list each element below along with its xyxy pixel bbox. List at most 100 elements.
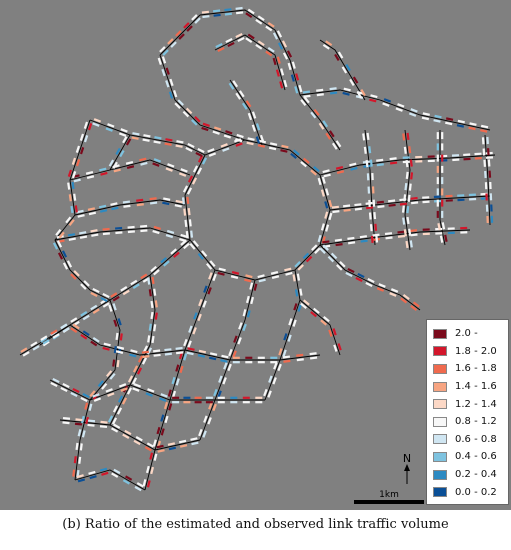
link-ratio-marker — [363, 146, 367, 154]
link-ratio-marker — [213, 9, 221, 13]
link-ratio-marker — [90, 291, 98, 298]
link-ratio-marker — [60, 323, 68, 329]
link-ratio-marker — [409, 159, 413, 167]
legend-label: 1.4 - 1.6 — [455, 381, 497, 393]
link-ratio-marker — [115, 147, 121, 155]
link-ratio-marker — [108, 304, 113, 312]
link-ratio-marker — [148, 289, 152, 297]
legend-item: 0.4 - 0.6 — [433, 448, 504, 466]
link-ratio-marker — [292, 319, 297, 327]
link-ratio-marker — [324, 211, 329, 219]
link-ratio-marker — [330, 252, 338, 260]
link-ratio-marker — [405, 171, 409, 179]
link-ratio-marker — [205, 401, 213, 404]
link-ratio-marker — [236, 133, 244, 139]
link-ratio-marker — [131, 136, 139, 140]
link-ratio-marker — [325, 224, 330, 232]
link-ratio-marker — [86, 175, 95, 180]
link-ratio-marker — [127, 225, 135, 229]
network-link — [484, 134, 491, 226]
link-ratio-marker — [208, 272, 213, 280]
link-ratio-marker — [328, 199, 333, 208]
link-ratio-marker — [184, 219, 188, 227]
link-ratio-marker — [427, 159, 435, 163]
link-ratio-marker — [323, 173, 331, 178]
link-ratio-marker — [70, 317, 78, 323]
link-ratio-marker — [323, 316, 330, 323]
link-ratio-marker — [441, 210, 444, 218]
link-ratio-marker — [165, 67, 170, 75]
link-ratio-marker — [371, 186, 375, 194]
link-ratio-marker — [436, 165, 439, 173]
link-ratio-marker — [253, 283, 258, 291]
link-ratio-marker — [154, 312, 158, 320]
link-ratio-marker — [405, 159, 409, 168]
link-ratio-marker — [335, 140, 342, 148]
link-ratio-marker — [203, 285, 208, 293]
link-ratio-marker — [237, 36, 245, 43]
link-ratio-marker — [157, 57, 162, 65]
link-ratio-marker — [293, 303, 298, 311]
link-ratio-marker — [202, 15, 210, 19]
link-ratio-marker — [154, 300, 158, 308]
link-ratio-marker — [132, 283, 140, 289]
link-ratio-marker — [267, 390, 272, 398]
link-ratio-marker — [113, 319, 118, 327]
link-ratio-marker — [73, 270, 80, 277]
link-ratio-marker — [179, 444, 188, 448]
link-ratio-marker — [245, 12, 253, 19]
link-ratio-marker — [445, 194, 453, 198]
link-ratio-marker — [290, 152, 297, 159]
link-ratio-marker — [182, 110, 190, 118]
link-ratio-marker — [410, 196, 418, 200]
link-ratio-marker — [283, 79, 288, 88]
link-ratio-marker — [167, 389, 172, 397]
link-ratio-marker — [173, 90, 178, 98]
link-ratio-marker — [321, 176, 326, 184]
link-ratio-marker — [447, 227, 455, 230]
link-ratio-marker — [132, 387, 140, 392]
link-ratio-marker — [201, 126, 209, 132]
legend-label: 1.2 - 1.4 — [455, 398, 497, 410]
link-ratio-marker — [197, 253, 204, 260]
link-ratio-marker — [282, 52, 289, 60]
link-ratio-marker — [193, 312, 198, 320]
link-ratio-marker — [185, 107, 193, 115]
link-ratio-marker — [369, 159, 373, 167]
link-ratio-marker — [167, 163, 175, 168]
link-ratio-marker — [106, 370, 113, 377]
link-ratio-marker — [292, 274, 296, 282]
link-ratio-marker — [302, 90, 311, 94]
link-ratio-marker — [272, 32, 279, 40]
link-ratio-marker — [366, 173, 370, 181]
link-ratio-marker — [202, 122, 210, 127]
link-ratio-marker — [230, 396, 238, 399]
link-ratio-marker — [92, 122, 100, 127]
link-ratio-marker — [365, 159, 369, 168]
link-ratio-marker — [217, 396, 225, 399]
link-ratio-marker — [209, 260, 216, 267]
network-link — [329, 195, 491, 211]
legend-item: 1.8 - 2.0 — [433, 343, 504, 361]
link-ratio-marker — [132, 365, 139, 373]
link-ratio-marker — [403, 146, 407, 154]
network-link — [264, 269, 301, 401]
link-ratio-marker — [303, 94, 311, 98]
link-ratio-marker — [88, 403, 93, 411]
link-ratio-marker — [225, 37, 233, 44]
link-ratio-marker — [422, 196, 430, 199]
link-ratio-marker — [422, 112, 430, 116]
link-ratio-marker — [397, 103, 405, 108]
link-ratio-marker — [295, 73, 300, 81]
link-ratio-marker — [165, 234, 174, 239]
link-ratio-marker — [55, 228, 62, 236]
link-ratio-marker — [378, 283, 386, 288]
link-ratio-marker — [441, 143, 444, 151]
link-ratio-marker — [162, 201, 170, 206]
link-ratio-marker — [322, 43, 330, 50]
link-ratio-marker — [178, 172, 187, 177]
link-ratio-marker — [132, 132, 140, 136]
link-ratio-marker — [171, 376, 176, 385]
link-ratio-marker — [480, 129, 488, 133]
link-ratio-marker — [327, 255, 335, 263]
